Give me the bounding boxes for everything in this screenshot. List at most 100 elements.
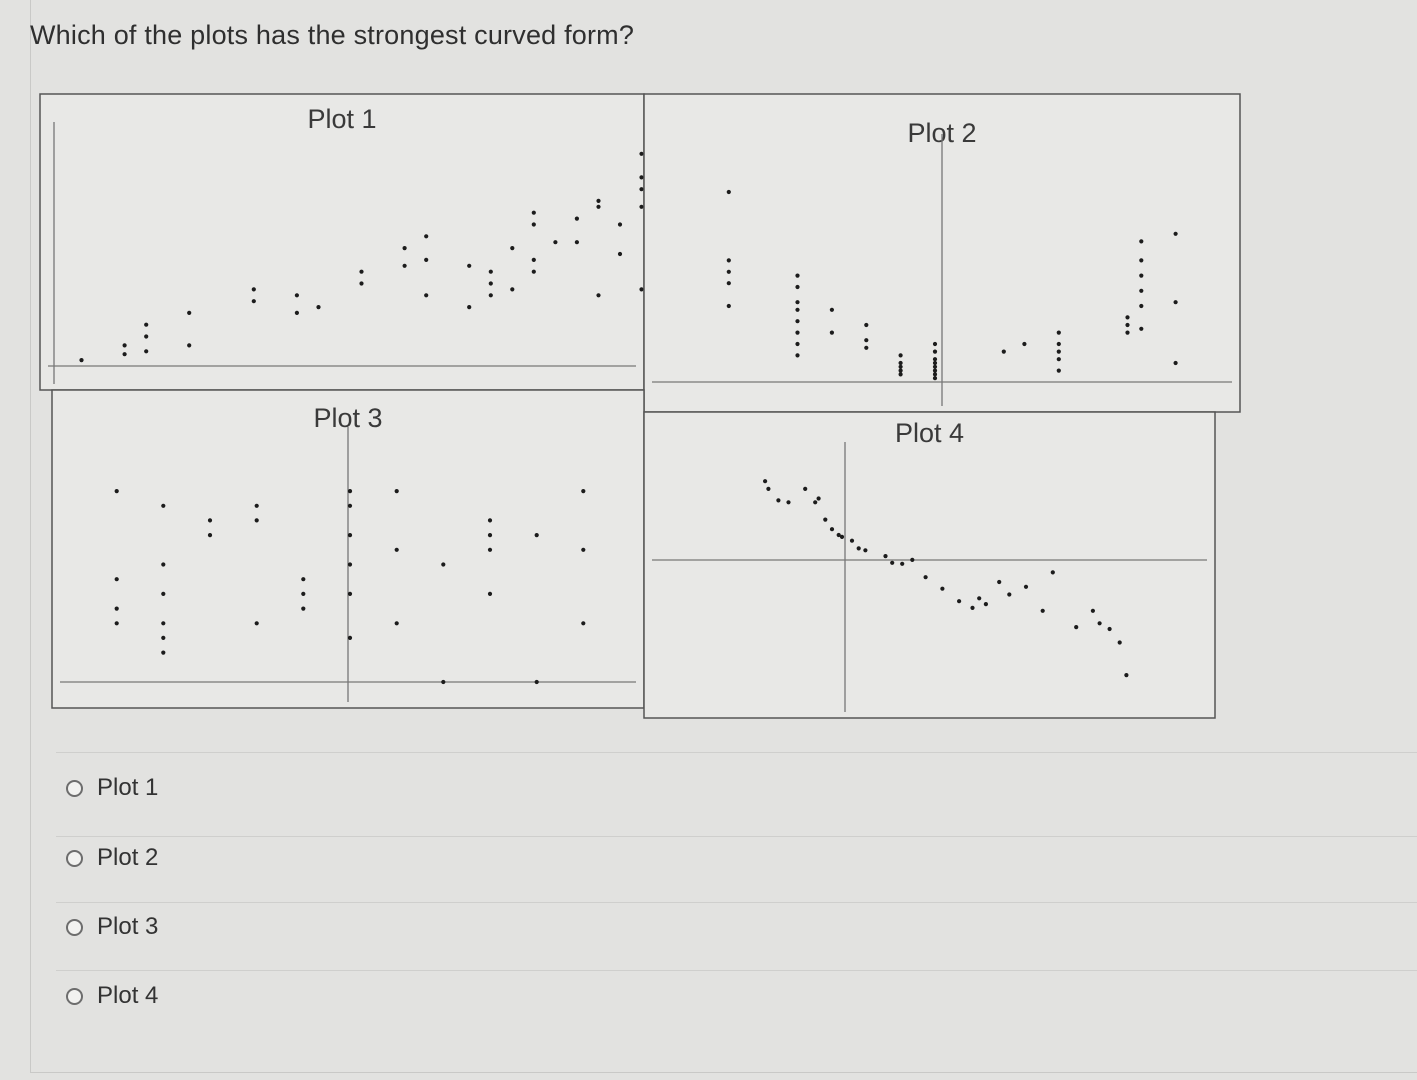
- data-point: [488, 293, 493, 298]
- data-point: [531, 210, 536, 215]
- data-point: [795, 353, 800, 358]
- data-point: [864, 338, 869, 343]
- option-plot-1[interactable]: Plot 1: [66, 768, 158, 808]
- data-point: [144, 334, 149, 339]
- data-point: [394, 621, 399, 626]
- data-point: [1139, 326, 1144, 331]
- data-point: [596, 293, 601, 298]
- data-point: [1097, 621, 1102, 626]
- data-point: [424, 234, 429, 239]
- data-point: [1056, 368, 1061, 373]
- data-point: [957, 599, 962, 604]
- data-point: [883, 554, 888, 559]
- data-point: [766, 486, 771, 491]
- data-point: [510, 246, 515, 251]
- data-point: [864, 322, 869, 328]
- data-point: [1022, 341, 1027, 347]
- data-point: [898, 364, 903, 369]
- data-point: [161, 591, 166, 596]
- data-point: [254, 621, 259, 626]
- data-point: [531, 269, 536, 274]
- data-point: [932, 349, 938, 354]
- data-point: [1139, 273, 1144, 278]
- data-point: [114, 606, 119, 611]
- plot-title: Plot 4: [895, 418, 964, 448]
- data-point: [795, 284, 800, 290]
- radio-unselected-icon[interactable]: [66, 849, 83, 867]
- data-point: [581, 621, 586, 626]
- radio-unselected-icon[interactable]: [66, 918, 83, 936]
- data-point: [316, 305, 321, 310]
- data-point: [251, 299, 256, 304]
- data-point: [487, 533, 493, 538]
- data-point: [294, 293, 299, 298]
- data-point: [596, 204, 601, 209]
- question-panel: [30, 0, 1417, 1073]
- data-point: [581, 489, 586, 494]
- data-point: [726, 269, 731, 274]
- data-point: [424, 293, 429, 298]
- data-point: [829, 307, 835, 312]
- data-point: [898, 368, 903, 373]
- data-point: [1107, 626, 1112, 632]
- data-point: [301, 591, 306, 596]
- data-point: [144, 349, 149, 354]
- data-point: [531, 257, 536, 262]
- data-point: [639, 187, 644, 192]
- data-point: [251, 287, 256, 292]
- data-point: [795, 319, 800, 324]
- data-point: [932, 368, 938, 373]
- data-point: [187, 310, 192, 315]
- plot-panel-4: [643, 411, 1216, 719]
- option-plot-3[interactable]: Plot 3: [66, 907, 158, 947]
- data-point: [786, 500, 791, 505]
- data-point: [997, 579, 1002, 585]
- data-point: [923, 575, 928, 580]
- data-point: [823, 517, 828, 522]
- data-point: [639, 287, 644, 292]
- data-point: [1125, 322, 1130, 328]
- data-point: [301, 577, 306, 582]
- data-point: [1040, 608, 1045, 613]
- data-point: [161, 650, 166, 655]
- data-point: [1173, 231, 1178, 236]
- data-point: [1023, 584, 1029, 589]
- data-point: [1173, 360, 1178, 366]
- data-point: [803, 486, 808, 491]
- data-point: [487, 591, 493, 596]
- radio-unselected-icon[interactable]: [66, 779, 83, 797]
- data-point: [795, 300, 800, 305]
- data-point: [114, 577, 119, 582]
- data-point: [726, 258, 731, 263]
- data-point: [1173, 300, 1178, 305]
- data-point: [795, 341, 800, 347]
- data-point: [534, 533, 539, 538]
- data-point: [488, 281, 493, 286]
- data-point: [553, 240, 558, 245]
- data-point: [144, 322, 149, 327]
- data-point: [836, 532, 841, 538]
- scatter-plot-figure: Plot 1 Plot 2 Plot 3 Plot 4: [30, 82, 1245, 724]
- data-point: [763, 479, 768, 484]
- data-point: [1125, 315, 1130, 320]
- radio-unselected-icon[interactable]: [66, 987, 83, 1005]
- data-point: [864, 345, 869, 350]
- data-point: [359, 269, 364, 274]
- data-point: [347, 591, 353, 596]
- data-point: [122, 343, 127, 348]
- option-plot-2[interactable]: Plot 2: [66, 838, 158, 878]
- data-point: [347, 533, 353, 538]
- data-point: [441, 562, 446, 567]
- data-point: [581, 547, 586, 552]
- data-point: [932, 360, 938, 366]
- data-point: [487, 547, 493, 552]
- data-point: [534, 679, 539, 685]
- data-point: [402, 246, 407, 251]
- data-point: [254, 503, 259, 508]
- data-point: [1139, 288, 1144, 293]
- data-point: [394, 489, 399, 494]
- data-point: [488, 269, 493, 274]
- data-point: [639, 175, 644, 180]
- option-plot-4[interactable]: Plot 4: [66, 976, 158, 1016]
- data-point: [932, 376, 938, 381]
